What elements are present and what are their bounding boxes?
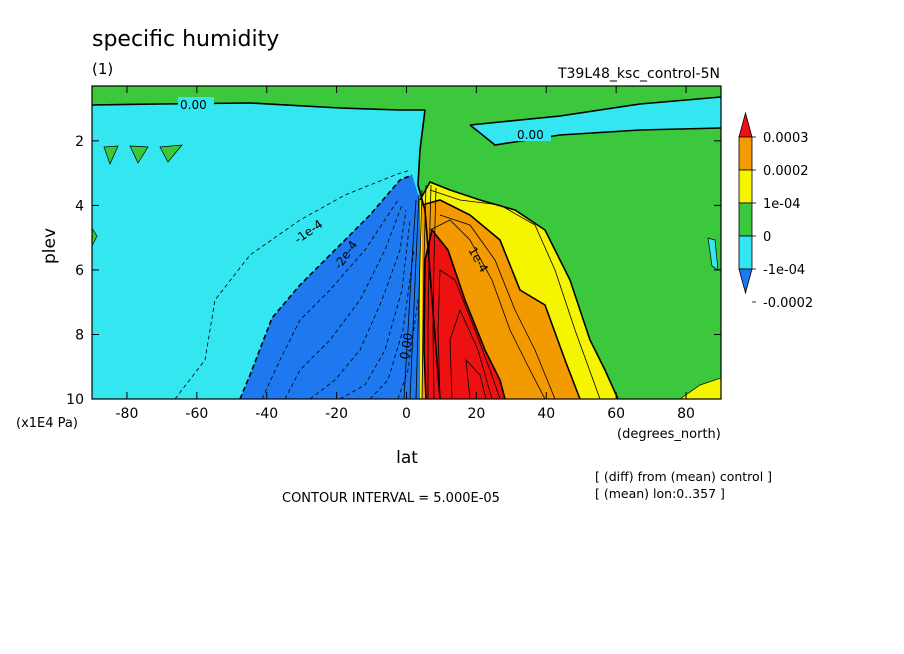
y-tick-label: 4 <box>75 198 84 214</box>
x-tick-label: 40 <box>537 406 555 422</box>
colorbar-label: -0.0002 <box>763 296 813 311</box>
diff-note: [ (diff) from (mean) control ] <box>595 469 772 484</box>
contour-field: 0.00 0.00 -1e-4 -2e-4 0.00 1e-4 <box>92 86 721 399</box>
y-tick-label: 2 <box>75 134 84 150</box>
x-units-label: (degrees_north) <box>617 427 721 442</box>
colorbar-swatch <box>738 136 753 171</box>
mean-note: [ (mean) lon:0..357 ] <box>595 486 725 501</box>
x-tick-label: 80 <box>677 406 695 422</box>
x-tick-label: 60 <box>607 406 625 422</box>
colorbar-swatch <box>738 268 753 295</box>
blob-pos-corner <box>679 377 721 399</box>
contour-label: 0.00 <box>397 332 415 361</box>
blob-zero-1 <box>103 145 119 165</box>
y-axis-title: plev <box>40 228 60 264</box>
panel-label: (1) <box>92 60 113 78</box>
colorbar-label: 0.0002 <box>763 164 809 179</box>
colorbar-swatch <box>738 111 753 138</box>
blob-zero-4 <box>92 227 98 247</box>
x-tick-label: -40 <box>255 406 278 422</box>
chart-title: specific humidity <box>92 27 279 52</box>
y-tick-label: 8 <box>75 327 84 343</box>
run-label: T39L48_ksc_control-5N <box>557 66 720 82</box>
colorbar-swatch <box>738 235 753 270</box>
x-axis-title: lat <box>396 448 418 468</box>
colorbar-label: 0.0003 <box>763 131 809 146</box>
fill-neg-0002 <box>240 175 436 399</box>
blob-zero-2 <box>129 145 149 164</box>
y-tick-label: 10 <box>66 392 84 408</box>
colorbar: 0.0003 0.0002 1e-04 0 -1e-04 -0.0002 <box>738 111 813 311</box>
x-tick-label: -80 <box>116 406 139 422</box>
contour-interval-note: CONTOUR INTERVAL = 5.000E-05 <box>282 491 500 506</box>
y-tick-label: 6 <box>75 263 84 279</box>
colorbar-label: 1e-04 <box>763 197 801 212</box>
contour-lines <box>92 96 721 399</box>
x-axis: -80 -60 -40 -20 0 20 40 60 80 <box>116 86 695 422</box>
colorbar-swatch <box>738 169 753 204</box>
contour-label: 0.00 <box>180 98 207 112</box>
equatorial-contour-cluster <box>403 184 437 399</box>
x-tick-label: 0 <box>402 406 411 422</box>
x-tick-label: -60 <box>185 406 208 422</box>
x-tick-label: 20 <box>467 406 485 422</box>
colorbar-label: -1e-04 <box>763 263 805 278</box>
y-axis: 2 4 6 8 10 <box>66 134 721 408</box>
contour-label: 0.00 <box>517 128 544 142</box>
blob-zero-3 <box>159 144 183 163</box>
y-units-label: (x1E4 Pa) <box>16 416 78 431</box>
colorbar-label: 0 <box>763 230 771 245</box>
x-tick-label: -20 <box>325 406 348 422</box>
colorbar-swatch <box>738 202 753 237</box>
